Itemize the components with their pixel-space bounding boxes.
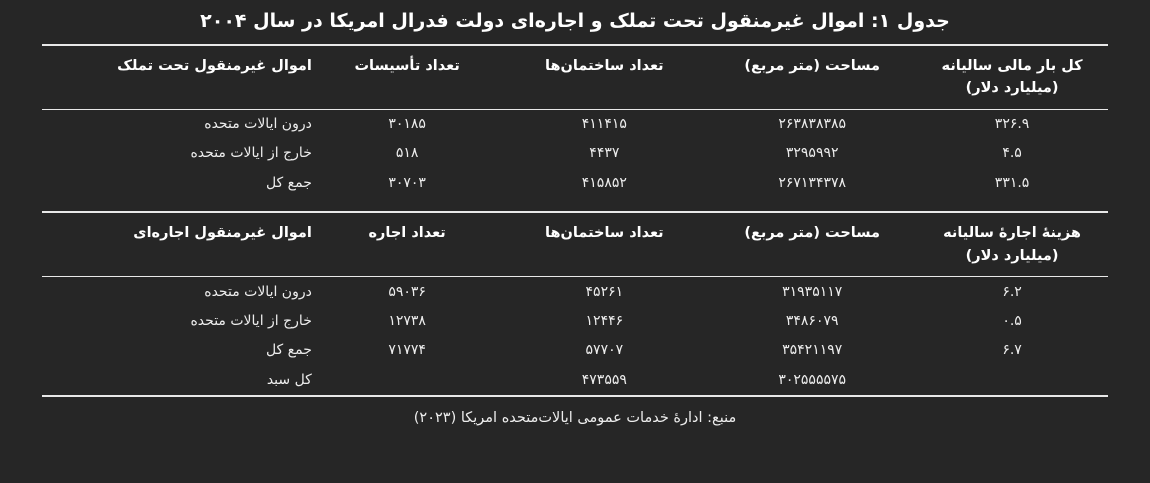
cell-cost: ۶.۲ [1002, 283, 1022, 300]
cell-facilities: ۵۹۰۳۶ [388, 283, 426, 300]
cell-area: ۲۶۷۱۳۴۳۷۸ [778, 174, 847, 191]
cell-area: ۳۴۸۶۰۷۹ [785, 313, 839, 330]
cell-buildings: ۵۷۷۰۷ [585, 342, 624, 359]
cell-cost: ۰.۵ [1002, 313, 1022, 330]
section-owned-header-row: کل بار مالی سالیانه (میلیارد دلار) مساحت… [42, 43, 1108, 110]
cell-buildings: ۴۴۳۷ [589, 145, 620, 162]
header-leased-area: مساحت (متر مربع) [708, 211, 917, 278]
cell-row-label: جمع کل [265, 342, 312, 359]
cell-buildings: ۱۲۴۴۶ [585, 313, 624, 330]
cell-cost: ۴.۵ [1002, 145, 1022, 162]
cell-facilities [313, 365, 501, 397]
header-leased-buildings: تعداد ساختمان‌ها [500, 211, 709, 278]
header-owned-annual-cost-line1: کل بار مالی سالیانه [941, 57, 1083, 74]
cell-area: ۳۱۹۳۵۱۱۷ [782, 283, 843, 300]
cell-cost: ۶.۷ [1002, 342, 1022, 359]
cell-area: ۲۶۳۸۳۸۳۸۵ [778, 116, 847, 133]
header-owned-buildings: تعداد ساختمان‌ها [500, 43, 709, 110]
table-row: ۳۳۱.۵ ۲۶۷۱۳۴۳۷۸ ۴۱۵۸۵۲ ۳۰۷۰۳ جمع کل [42, 168, 1108, 197]
header-owned-area: مساحت (متر مربع) [708, 43, 917, 110]
header-leased-annual-cost-line2: (میلیارد دلار) [965, 247, 1059, 264]
cell-row-label: درون ایالات متحده [204, 116, 312, 133]
cell-buildings: ۴۷۳۵۵۹ [500, 365, 709, 397]
cell-facilities: ۱۲۷۳۸ [388, 313, 426, 330]
cell-row-label: درون ایالات متحده [204, 283, 312, 300]
cell-row-label: جمع کل [265, 174, 312, 191]
header-leased-facilities: تعداد اجاره [313, 211, 501, 278]
header-leased-label: اموال غیرمنقول اجاره‌ای [42, 211, 314, 278]
cell-cost [916, 365, 1108, 397]
cell-area: ۳۲۹۵۹۹۲ [785, 145, 839, 162]
header-leased-annual-cost-line1: هزینۀ اجارۀ سالیانه [943, 225, 1081, 242]
real-property-table: کل بار مالی سالیانه (میلیارد دلار) مساحت… [42, 43, 1108, 397]
header-owned-facilities: تعداد تأسیسات [313, 43, 501, 110]
header-owned-annual-cost-line2: (میلیارد دلار) [965, 80, 1059, 97]
cell-facilities: ۳۰۷۰۳ [388, 174, 426, 191]
table-row: ۳۰۲۵۵۵۵۷۵ ۴۷۳۵۵۹ کل سبد [42, 365, 1108, 397]
table-row: ۴.۵ ۳۲۹۵۹۹۲ ۴۴۳۷ ۵۱۸ خارج از ایالات متحد… [42, 139, 1108, 168]
table-row: ۰.۵ ۳۴۸۶۰۷۹ ۱۲۴۴۶ ۱۲۷۳۸ خارج از ایالات م… [42, 307, 1108, 336]
cell-buildings: ۴۵۲۶۱ [585, 283, 624, 300]
section-leased-header-row: هزینۀ اجارۀ سالیانه (میلیارد دلار) مساحت… [42, 211, 1108, 278]
header-owned-annual-cost: کل بار مالی سالیانه (میلیارد دلار) [916, 43, 1108, 110]
cell-buildings: ۴۱۵۸۵۲ [581, 174, 627, 191]
source-note: منبع: ادارۀ خدمات عمومی ایالات‌متحده امر… [413, 409, 737, 426]
cell-row-label: خارج از ایالات متحده [190, 313, 312, 330]
page-title: جدول ۱: اموال غیرمنقول تحت تملک و اجاره‌… [200, 10, 950, 32]
cell-area: ۳۰۲۵۵۵۵۷۵ [708, 365, 917, 397]
cell-row-label: کل سبد [42, 365, 314, 397]
cell-area: ۳۵۴۲۱۱۹۷ [782, 342, 843, 359]
table-row: ۶.۲ ۳۱۹۳۵۱۱۷ ۴۵۲۶۱ ۵۹۰۳۶ درون ایالات متح… [42, 277, 1108, 307]
header-owned-label: اموال غیرمنقول تحت تملک [42, 43, 314, 110]
cell-facilities: ۷۱۷۷۴ [388, 342, 426, 359]
cell-cost: ۳۲۶.۹ [994, 116, 1030, 133]
cell-cost: ۳۳۱.۵ [994, 174, 1030, 191]
table-row: ۶.۷ ۳۵۴۲۱۱۹۷ ۵۷۷۰۷ ۷۱۷۷۴ جمع کل [42, 336, 1108, 365]
header-leased-annual-cost: هزینۀ اجارۀ سالیانه (میلیارد دلار) [916, 211, 1108, 278]
cell-row-label: خارج از ایالات متحده [190, 145, 312, 162]
table-row: ۳۲۶.۹ ۲۶۳۸۳۸۳۸۵ ۴۱۱۴۱۵ ۳۰۱۸۵ درون ایالات… [42, 109, 1108, 139]
section-gap [42, 197, 1108, 212]
cell-buildings: ۴۱۱۴۱۵ [581, 116, 627, 133]
cell-facilities: ۵۱۸ [395, 145, 419, 162]
cell-facilities: ۳۰۱۸۵ [388, 116, 426, 133]
